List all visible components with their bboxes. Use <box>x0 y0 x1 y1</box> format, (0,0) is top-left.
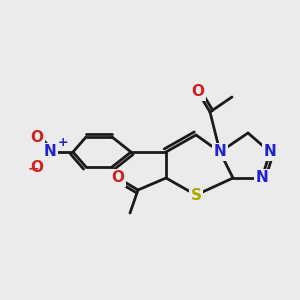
Text: −: − <box>28 161 40 175</box>
Text: N: N <box>256 170 268 185</box>
Text: O: O <box>31 160 44 175</box>
Text: S: S <box>190 188 202 202</box>
Text: O: O <box>31 130 44 146</box>
Text: N: N <box>44 145 56 160</box>
Text: N: N <box>214 145 226 160</box>
Text: O: O <box>112 170 124 185</box>
Text: N: N <box>264 145 276 160</box>
Text: +: + <box>58 136 69 149</box>
Text: O: O <box>191 85 205 100</box>
